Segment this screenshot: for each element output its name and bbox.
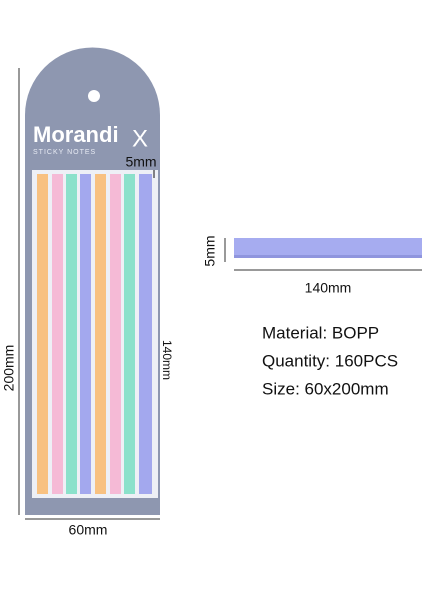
strip: [52, 174, 63, 494]
spec-line: Size: 60x200mm: [262, 379, 389, 398]
dim-label: 5mm: [202, 235, 218, 266]
strip-edge: [234, 255, 422, 258]
strip: [139, 174, 152, 494]
spec-line: Quantity: 160PCS: [262, 351, 398, 370]
strip: [124, 174, 135, 494]
logo: X: [132, 125, 148, 152]
dim-label: 5mm: [125, 154, 156, 170]
strips: [37, 174, 152, 494]
brand-subtitle: STICKY NOTES: [33, 149, 96, 156]
dim-label: 200mm: [1, 345, 17, 392]
hang-hole: [88, 90, 100, 102]
strip-sample: [234, 238, 422, 258]
brand: Morandi: [33, 122, 119, 147]
strip: [37, 174, 48, 494]
strip: [80, 174, 91, 494]
dim-label: 140mm: [160, 340, 174, 380]
strip: [110, 174, 121, 494]
dim-label: 140mm: [305, 280, 352, 296]
dim-label: 60mm: [69, 522, 108, 538]
strip: [95, 174, 106, 494]
strip: [66, 174, 77, 494]
spec-line: Material: BOPP: [262, 323, 379, 342]
